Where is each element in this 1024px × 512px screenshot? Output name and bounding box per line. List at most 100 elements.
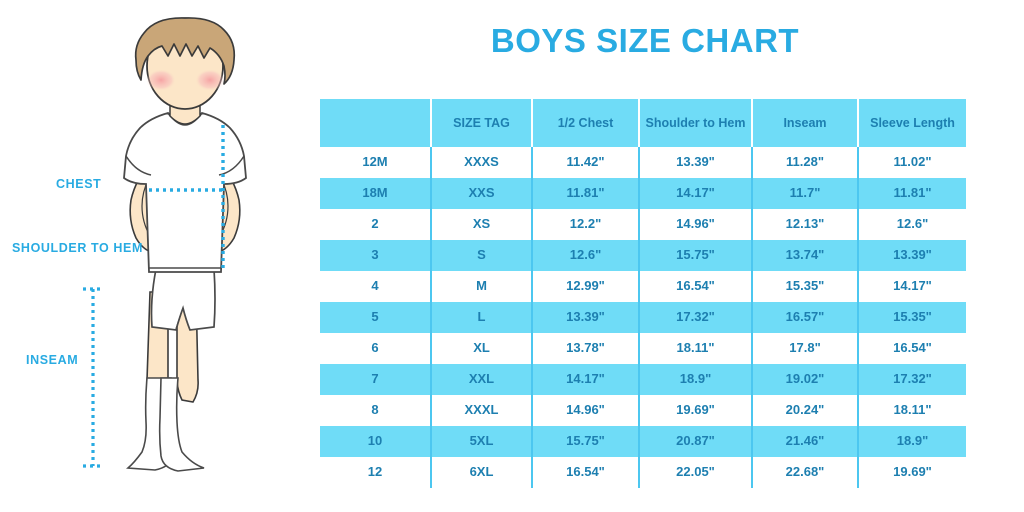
cell-inseam: 20.24"	[751, 395, 858, 426]
column-header-inseam: Inseam	[751, 99, 858, 147]
cell-sleeve-length: 14.17"	[857, 271, 966, 302]
cell-size: 6	[320, 333, 431, 364]
size-chart-table: SIZE TAG 1/2 Chest Shoulder to Hem Insea…	[320, 99, 966, 488]
size-chart-table-container: SIZE TAG 1/2 Chest Shoulder to Hem Insea…	[320, 99, 966, 488]
cell-inseam: 15.35"	[751, 271, 858, 302]
column-header-shoulder-to-hem: Shoulder to Hem	[638, 99, 752, 147]
cell-size-tag: S	[430, 240, 532, 271]
cell-shoulder-to-hem: 18.9"	[638, 364, 752, 395]
cell-half-chest: 15.75"	[531, 426, 639, 457]
table-header: SIZE TAG 1/2 Chest Shoulder to Hem Insea…	[320, 99, 966, 147]
cell-size: 12M	[320, 147, 431, 178]
cell-half-chest: 13.78"	[531, 333, 639, 364]
cell-size: 10	[320, 426, 431, 457]
cell-sleeve-length: 11.02"	[857, 147, 966, 178]
cell-half-chest: 16.54"	[531, 457, 639, 488]
cell-shoulder-to-hem: 15.75"	[638, 240, 752, 271]
cell-sleeve-length: 18.11"	[857, 395, 966, 426]
shorts-crotch-line	[175, 307, 184, 330]
shoulder-to-hem-measurement-label: SHOULDER TO HEM	[12, 241, 143, 255]
cell-size: 5	[320, 302, 431, 333]
cell-size-tag: XXS	[430, 178, 532, 209]
page-title: BOYS SIZE CHART	[490, 22, 800, 59]
cell-shoulder-to-hem: 14.17"	[638, 178, 752, 209]
cell-half-chest: 14.17"	[531, 364, 639, 395]
cell-size: 3	[320, 240, 431, 271]
illustration-panel: CHEST SHOULDER TO HEM INSEAM	[0, 0, 320, 512]
cell-half-chest: 13.39"	[531, 302, 639, 333]
column-header-half-chest: 1/2 Chest	[531, 99, 639, 147]
cell-size-tag: M	[430, 271, 532, 302]
cell-sleeve-length: 11.81"	[857, 178, 966, 209]
hair-shape	[134, 17, 236, 85]
cell-size-tag: XL	[430, 333, 532, 364]
cell-size-tag: XXXS	[430, 147, 532, 178]
table-row: 2 XS 12.2" 14.96" 12.13" 12.6"	[320, 209, 966, 240]
table-header-row: SIZE TAG 1/2 Chest Shoulder to Hem Insea…	[320, 99, 966, 147]
cell-inseam: 12.13"	[751, 209, 858, 240]
cell-inseam: 19.02"	[751, 364, 858, 395]
table-row: 3 S 12.6" 15.75" 13.74" 13.39"	[320, 240, 966, 271]
cell-shoulder-to-hem: 17.32"	[638, 302, 752, 333]
chest-measurement-label: CHEST	[56, 177, 102, 191]
table-row: 12M XXXS 11.42" 13.39" 11.28" 11.02"	[320, 147, 966, 178]
cell-shoulder-to-hem: 18.11"	[638, 333, 752, 364]
cell-size: 4	[320, 271, 431, 302]
cell-sleeve-length: 19.69"	[857, 457, 966, 488]
cell-size: 12	[320, 457, 431, 488]
cell-half-chest: 12.6"	[531, 240, 639, 271]
table-row: 10 5XL 15.75" 20.87" 21.46" 18.9"	[320, 426, 966, 457]
blush-left	[146, 69, 176, 91]
table-row: 12 6XL 16.54" 22.05" 22.68" 19.69"	[320, 457, 966, 488]
cell-shoulder-to-hem: 13.39"	[638, 147, 752, 178]
cell-sleeve-length: 17.32"	[857, 364, 966, 395]
cell-sleeve-length: 18.9"	[857, 426, 966, 457]
cell-shoulder-to-hem: 19.69"	[638, 395, 752, 426]
cell-half-chest: 11.81"	[531, 178, 639, 209]
table-body: 12M XXXS 11.42" 13.39" 11.28" 11.02" 18M XXS 11.…	[320, 147, 966, 488]
measurement-guides	[83, 125, 225, 468]
cell-size-tag: L	[430, 302, 532, 333]
boy-figure-illustration	[83, 17, 247, 472]
cell-half-chest: 12.2"	[531, 209, 639, 240]
table-row: 8 XXXL 14.96" 19.69" 20.24" 18.11"	[320, 395, 966, 426]
table-row: 4 M 12.99" 16.54" 15.35" 14.17"	[320, 271, 966, 302]
cell-size-tag: 6XL	[430, 457, 532, 488]
cell-size: 18M	[320, 178, 431, 209]
column-header-size	[320, 99, 431, 147]
cell-size-tag: XXXL	[430, 395, 532, 426]
inseam-measurement-label: INSEAM	[26, 353, 79, 367]
table-row: 7 XXL 14.17" 18.9" 19.02" 17.32"	[320, 364, 966, 395]
cell-size-tag: XS	[430, 209, 532, 240]
column-header-size-tag: SIZE TAG	[430, 99, 532, 147]
cell-inseam: 17.8"	[751, 333, 858, 364]
cell-sleeve-length: 12.6"	[857, 209, 966, 240]
tshirt-sleeve-left-line	[125, 155, 152, 176]
column-header-sleeve-length: Sleeve Length	[857, 99, 966, 147]
cell-half-chest: 12.99"	[531, 271, 639, 302]
cell-sleeve-length: 15.35"	[857, 302, 966, 333]
cell-half-chest: 14.96"	[531, 395, 639, 426]
boy-body-group	[123, 17, 247, 472]
table-row: 6 XL 13.78" 18.11" 17.8" 16.54"	[320, 333, 966, 364]
cell-inseam: 13.74"	[751, 240, 858, 271]
cell-sleeve-length: 13.39"	[857, 240, 966, 271]
cell-sleeve-length: 16.54"	[857, 333, 966, 364]
cell-shoulder-to-hem: 20.87"	[638, 426, 752, 457]
cell-size-tag: 5XL	[430, 426, 532, 457]
cell-size-tag: XXL	[430, 364, 532, 395]
cell-inseam: 11.28"	[751, 147, 858, 178]
cell-inseam: 21.46"	[751, 426, 858, 457]
cell-shoulder-to-hem: 14.96"	[638, 209, 752, 240]
table-row: 18M XXS 11.81" 14.17" 11.7" 11.81"	[320, 178, 966, 209]
cell-half-chest: 11.42"	[531, 147, 639, 178]
table-row: 5 L 13.39" 17.32" 16.57" 15.35"	[320, 302, 966, 333]
cell-shoulder-to-hem: 16.54"	[638, 271, 752, 302]
cell-inseam: 11.7"	[751, 178, 858, 209]
cell-inseam: 22.68"	[751, 457, 858, 488]
cell-inseam: 16.57"	[751, 302, 858, 333]
cell-shoulder-to-hem: 22.05"	[638, 457, 752, 488]
blush-right	[195, 69, 225, 91]
cell-size: 2	[320, 209, 431, 240]
cell-size: 8	[320, 395, 431, 426]
